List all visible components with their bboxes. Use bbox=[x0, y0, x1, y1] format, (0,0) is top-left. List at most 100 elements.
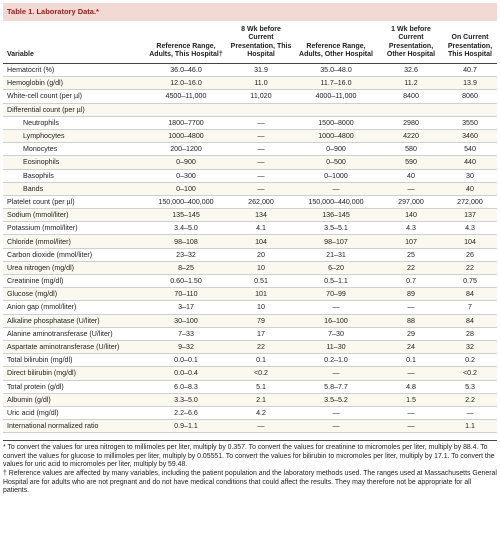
cell: 26 bbox=[443, 248, 497, 262]
cell: — bbox=[229, 116, 293, 130]
cell: — bbox=[379, 406, 443, 421]
table-row: Albumin (g/dl) 3.3–5.0 2.1 3.5–5.2 1.5 2.2 bbox=[3, 393, 497, 407]
table-row: Hemoglobin (g/dl) 12.0–16.0 11.0 11.7–16.0 1… bbox=[3, 76, 497, 91]
cell: 440 bbox=[443, 155, 497, 170]
row-label: Carbon dioxide (mmol/liter) bbox=[3, 248, 143, 262]
cell: 12.0–16.0 bbox=[143, 76, 229, 91]
cell: 11.7–16.0 bbox=[293, 76, 379, 91]
cell: — bbox=[379, 419, 443, 434]
row-label: Aspartate aminotransferase (U/liter) bbox=[3, 340, 143, 355]
cell: 107 bbox=[379, 234, 443, 249]
row-label: White-cell count (per µl) bbox=[3, 89, 143, 104]
cell: 104 bbox=[229, 234, 293, 249]
cell: 136–145 bbox=[293, 208, 379, 223]
row-label: Anion gap (mmol/liter) bbox=[3, 300, 143, 315]
cell: 4.3 bbox=[379, 221, 443, 236]
cell: 135–145 bbox=[143, 208, 229, 223]
cell: — bbox=[229, 419, 293, 434]
cell: 150,000–440,000 bbox=[293, 195, 379, 210]
cell: — bbox=[379, 300, 443, 315]
row-label: Eosinophils bbox=[3, 155, 143, 170]
cell: 1000–4800 bbox=[143, 129, 229, 144]
cell: 13.9 bbox=[443, 76, 497, 91]
cell: 40 bbox=[443, 182, 497, 196]
row-label: Chloride (mmol/liter) bbox=[3, 234, 143, 249]
cell: 540 bbox=[443, 142, 497, 157]
footnote: † Reference values are affected by many … bbox=[3, 470, 497, 495]
row-label: Hemoglobin (g/dl) bbox=[3, 76, 143, 91]
cell: 0.0–0.4 bbox=[143, 366, 229, 381]
cell: 40.7 bbox=[443, 63, 497, 78]
cell: 70–110 bbox=[143, 287, 229, 302]
cell: — bbox=[229, 169, 293, 183]
cell: 3.5–5.2 bbox=[293, 393, 379, 407]
cell: <0.2 bbox=[229, 366, 293, 381]
cell: 30–100 bbox=[143, 314, 229, 328]
cell: 4500–11,000 bbox=[143, 89, 229, 104]
cell: — bbox=[293, 366, 379, 381]
cell: 4.2 bbox=[229, 406, 293, 421]
column-header: Reference Range, Adults, This Hospital† bbox=[143, 21, 229, 64]
cell: 84 bbox=[443, 314, 497, 328]
cell: 0.2–1.0 bbox=[293, 353, 379, 368]
cell: — bbox=[293, 182, 379, 196]
cell: 1800–7700 bbox=[143, 116, 229, 130]
cell: 70–99 bbox=[293, 287, 379, 302]
cell: 0–900 bbox=[293, 142, 379, 157]
cell: 20 bbox=[229, 248, 293, 262]
table-row: Potassium (mmol/liter) 3.4–5.0 4.1 3.5–5.1 4… bbox=[3, 221, 497, 236]
cell: 137 bbox=[443, 208, 497, 223]
cell: 11.0 bbox=[229, 76, 293, 91]
table-row: Total bilirubin (mg/dl) 0.0–0.1 0.1 0.2–1.0… bbox=[3, 353, 497, 368]
footnote: * To convert the values for urea nitroge… bbox=[3, 444, 495, 469]
cell: 7–30 bbox=[293, 327, 379, 341]
cell: 0.0–0.1 bbox=[143, 353, 229, 368]
cell: — bbox=[293, 419, 379, 434]
table-row: International normalized ratio 0.9–1.1— — —… bbox=[3, 419, 497, 434]
row-label: Platelet count (per µl) bbox=[3, 195, 143, 210]
cell: 0.51 bbox=[229, 274, 293, 289]
cell: 0.5–1.1 bbox=[293, 274, 379, 289]
cell: 11,020 bbox=[229, 89, 293, 104]
cell: 0.60–1.50 bbox=[143, 274, 229, 289]
cell: 262,000 bbox=[229, 195, 293, 210]
table-row: Direct bilirubin (mg/dl) 0.0–0.4 <0.2— — <0.… bbox=[3, 366, 497, 381]
row-label: Creatinine (mg/dl) bbox=[3, 274, 143, 289]
cell: 4.1 bbox=[229, 221, 293, 236]
column-header: 8 Wk before Current Presentation, This H… bbox=[229, 21, 293, 64]
cell: 2.2–6.6 bbox=[143, 406, 229, 421]
row-label: Monocytes bbox=[3, 142, 143, 157]
table-body: Hematocrit (%) 36.0–46.0 31.9 35.0–48.0 32.6… bbox=[3, 63, 497, 434]
cell: 11.2 bbox=[379, 76, 443, 91]
cell: 36.0–46.0 bbox=[143, 63, 229, 78]
section-row: Differential count (per µl) bbox=[3, 103, 497, 117]
row-label: Uric acid (mg/dl) bbox=[3, 406, 143, 421]
cell: 35.0–48.0 bbox=[293, 63, 379, 78]
cell: 0–100 bbox=[143, 182, 229, 196]
row-label: Urea nitrogen (mg/dl) bbox=[3, 261, 143, 276]
column-header: Reference Range, Adults, Other Hospital bbox=[293, 21, 379, 64]
row-label: Albumin (g/dl) bbox=[3, 393, 143, 407]
column-header: 1 Wk before Current Presentation, Other … bbox=[379, 21, 443, 64]
table-row: Uric acid (mg/dl) 2.2–6.6 4.2— — — bbox=[3, 406, 497, 421]
cell: 0.1 bbox=[379, 353, 443, 368]
cell: 7 bbox=[443, 300, 497, 315]
table-row: Glucose (mg/dl) 70–110 101 70–99 89 84 bbox=[3, 287, 497, 302]
column-header: On Current Presentation, This Hospital bbox=[443, 21, 497, 64]
cell: — bbox=[379, 182, 443, 196]
cell: 9–32 bbox=[143, 340, 229, 355]
cell: 32 bbox=[443, 340, 497, 355]
cell: 10 bbox=[229, 261, 293, 276]
table-row: Monocytes 200–1200—0–900 580 540 bbox=[3, 142, 497, 157]
cell: 16–100 bbox=[293, 314, 379, 328]
cell: 4220 bbox=[379, 129, 443, 144]
row-label: Lymphocytes bbox=[3, 129, 143, 144]
page: Table 1. Laboratory Data.* Variable Refer… bbox=[0, 3, 500, 537]
cell: 0.75 bbox=[443, 274, 497, 289]
cell: 580 bbox=[379, 142, 443, 157]
page-body: {"table": { "title": "Table 1. Laborator… bbox=[0, 3, 500, 537]
cell: 3.5–5.1 bbox=[293, 221, 379, 236]
cell: 30 bbox=[443, 169, 497, 183]
table-row: Hematocrit (%) 36.0–46.0 31.9 35.0–48.0 32.6… bbox=[3, 63, 497, 78]
table-row: Bands 0–100— — —40 bbox=[3, 182, 497, 196]
